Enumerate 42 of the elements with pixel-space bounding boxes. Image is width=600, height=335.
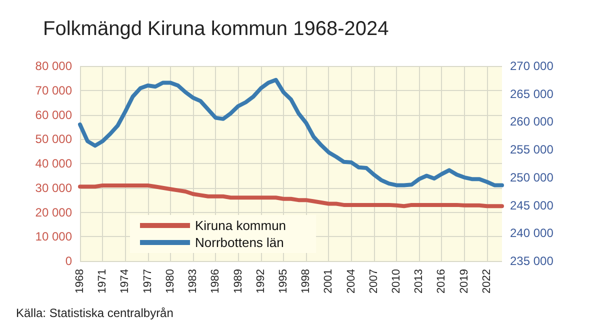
y-tick-label: 60 000 [35,108,72,122]
x-tick-label: 1968 [74,269,86,294]
y-tick-label: 20 000 [35,205,72,220]
y-tick-label: 50 000 [35,132,72,146]
x-tick-label: 1989 [232,269,244,294]
x-tick-label: 1995 [277,269,290,294]
legend-label: Norrbottens län [195,235,284,250]
x-tick-label: 1992 [254,269,267,294]
chart-title: Folkmängd Kiruna kommun 1968-2024 [43,18,389,40]
text: Källa: Statistiska centralbyrån [16,306,174,320]
x-tick-label: 2022 [480,269,493,294]
y2-tick-label: 245 000 [510,198,554,212]
x-tick-label: 1974 [119,269,132,294]
y-tick-label: 80 000 [35,59,72,73]
line-series [78,183,504,208]
x-tick-label: 1998 [300,269,312,294]
line-series [78,78,504,188]
x-tick-label: 2013 [413,269,426,294]
y2-tick-label: 250 000 [510,170,554,184]
y-tick-label: 40 000 [35,156,72,170]
x-tick-label: 1977 [142,269,154,294]
x-tick-label: 2010 [390,269,402,294]
y-tick-label: 70 000 [35,83,72,98]
x-tick-label: 2001 [322,269,335,294]
y-tick-label: 10 000 [35,230,72,244]
y-tick-label: 30 000 [35,180,72,195]
x-tick-label: 2019 [458,269,470,294]
y2-tick-label: 240 000 [510,226,554,240]
y2-tick-label: 265 000 [510,86,554,101]
x-tick-label: 1980 [164,269,176,294]
x-tick-label: 1986 [210,269,222,294]
y2-tick-label: 270 000 [510,59,554,73]
x-tick-label: 2004 [345,269,358,294]
y2-tick-label: 260 000 [510,114,554,129]
x-tick-label: 2007 [368,269,380,294]
y-tick-label: 0 [65,254,72,268]
x-tick-label: 2016 [436,269,448,294]
y2-tick-label: 235 000 [510,254,554,268]
x-tick-label: 1971 [96,269,109,294]
legend-label: Kiruna kommun [195,218,286,233]
y2-tick-label: 255 000 [510,142,554,157]
x-tick-label: 1983 [187,269,200,294]
